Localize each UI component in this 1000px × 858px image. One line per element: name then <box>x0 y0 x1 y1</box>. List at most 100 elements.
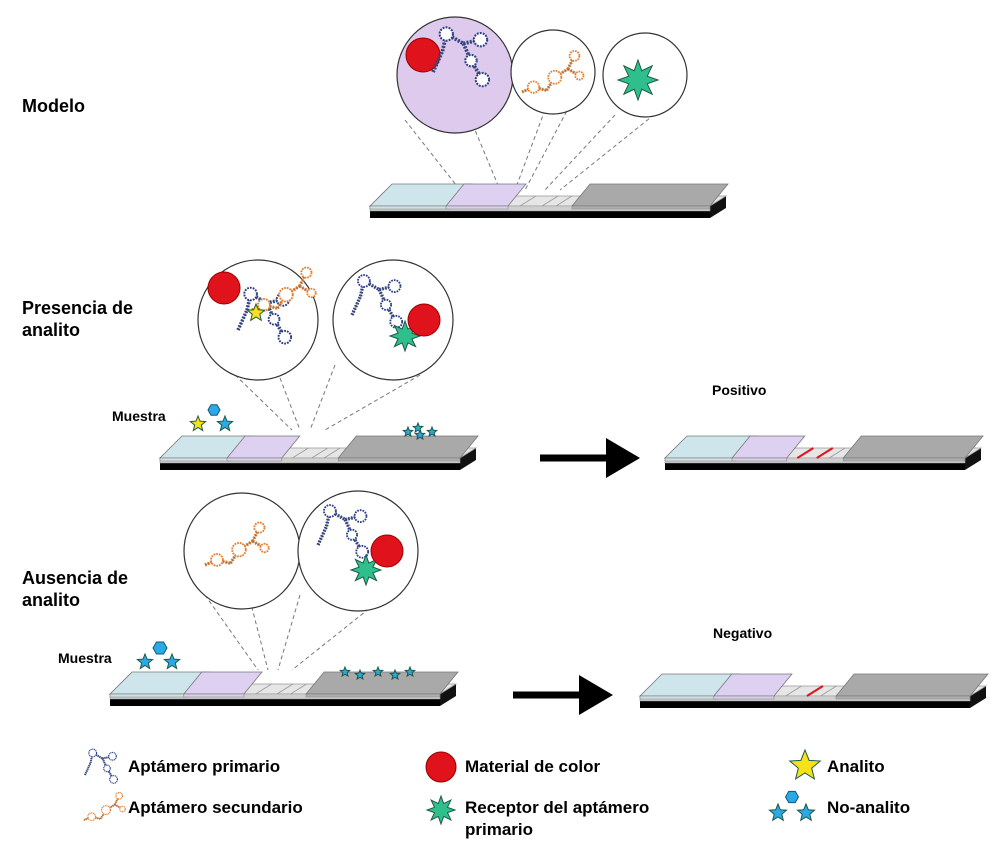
sample-pad-edge <box>369 205 451 210</box>
zoom-guide <box>524 104 571 191</box>
aptamer-loop <box>257 298 271 312</box>
absorbent-pad <box>305 671 459 695</box>
aptamer-backbone <box>84 762 91 776</box>
strip-backing-side <box>965 448 981 470</box>
aptamer-backbone <box>317 526 327 546</box>
aptamer-loop <box>278 286 294 303</box>
absorbed-non-analyte <box>338 665 352 678</box>
aptamer-backbone <box>351 296 361 316</box>
aptamer-loop <box>115 791 124 800</box>
aptamer-loop <box>100 805 112 816</box>
absorbent-pad-edge <box>571 205 711 210</box>
sample-pad-edge <box>159 457 231 462</box>
legend-primary-aptamer-icon <box>83 748 119 784</box>
aptamer-loop <box>474 71 491 88</box>
zoom-guide <box>229 369 293 431</box>
absorbed-non-analyte <box>371 665 385 678</box>
zoom-guide <box>309 364 336 431</box>
aptamer-backbone <box>237 309 248 331</box>
sample-non-analyte <box>163 652 181 670</box>
legend-label-receptor-line1: Receptor del aptámero <box>465 798 650 817</box>
absorbed-non-analyte <box>411 421 425 434</box>
aptamer-loop <box>547 69 563 85</box>
aptamer-loop <box>345 528 359 541</box>
legend-color-material-icon <box>425 751 457 783</box>
zoom-guide <box>277 594 301 671</box>
legend-non-analyte-icon <box>784 790 800 804</box>
zoom-guide <box>324 374 421 431</box>
aptamer-loop <box>568 50 581 62</box>
control-line <box>541 195 559 207</box>
aptamer-loop <box>526 80 541 94</box>
membrane-mark <box>555 195 573 207</box>
strip-backing-side <box>440 684 456 706</box>
aptamer-loop <box>379 298 393 311</box>
secondary-aptamer <box>251 266 317 312</box>
aptamer-loop <box>464 53 478 68</box>
absorbed-non-analyte <box>425 425 439 438</box>
sample-pad-edge <box>664 457 736 462</box>
legend-secondary-aptamer-icon <box>83 791 126 822</box>
sample-non-analyte <box>136 652 154 670</box>
color-material-particle <box>370 534 404 568</box>
sample-label-absence: Muestra <box>58 650 112 666</box>
aptamer-loop <box>438 26 454 42</box>
arrow-head <box>579 675 613 715</box>
receptor-star <box>616 58 660 102</box>
absorbed-non-analyte <box>401 425 415 438</box>
legend-label-non-analyte: No-analito <box>827 798 911 817</box>
legend-analyte-icon <box>788 748 822 781</box>
row-label-presence-line1: Presencia de <box>22 298 134 318</box>
membrane-mark <box>820 685 837 697</box>
zoom-guide <box>404 119 461 191</box>
aptamer-loop <box>355 544 370 559</box>
zoom-guide <box>249 599 269 671</box>
row-label-presence-line2: analito <box>22 320 81 340</box>
aptamer-loop <box>231 541 247 558</box>
aptamer-loop <box>253 521 266 534</box>
membrane-mark <box>290 683 307 695</box>
absorbent-pad-edge <box>835 695 971 700</box>
zoom-guide <box>204 594 259 671</box>
aptamer-loop <box>306 287 317 299</box>
absorbed-non-analyte <box>413 428 427 441</box>
zoom-circle-conjugate <box>396 16 514 134</box>
aptamer-loop <box>119 805 126 813</box>
receptor-star <box>349 553 383 587</box>
aptamer-loop <box>210 553 224 567</box>
test-line <box>796 447 814 459</box>
strip-backing-side <box>970 686 986 708</box>
absorbent-pad-edge <box>842 457 966 462</box>
row-label-model: Modelo <box>22 96 85 116</box>
absorbent-pad <box>571 183 729 207</box>
legend-receptor-icon <box>425 794 457 826</box>
strip-positive <box>663 435 984 470</box>
sample-analyte <box>189 414 207 432</box>
aptamer-loop <box>103 764 111 773</box>
aptamer-loop <box>267 312 281 326</box>
flow-arrow-absence <box>513 675 613 715</box>
arrow-head <box>606 438 640 478</box>
aptamer-loop <box>259 542 270 554</box>
sample-non-analyte <box>216 414 234 432</box>
aptamer-loop <box>109 774 119 784</box>
legend-label-secondary-aptamer: Aptámero secundario <box>128 798 303 817</box>
secondary-aptamer <box>521 50 585 94</box>
aptamer-loop <box>472 32 489 48</box>
strip-model <box>368 183 729 218</box>
result-label-negative: Negativo <box>713 625 773 641</box>
sample-non-analyte <box>152 641 168 655</box>
absorbed-non-analyte <box>353 668 367 681</box>
legend-label-receptor-line2: primario <box>465 820 534 839</box>
primary-aptamer <box>431 26 491 88</box>
absorbent-pad <box>337 435 479 459</box>
aptamer-loop <box>88 748 98 758</box>
membrane-mark <box>828 447 846 459</box>
aptamer-backbone <box>432 50 443 73</box>
zoom-guide <box>291 599 381 671</box>
strip-absence <box>108 671 459 706</box>
absorbent-pad <box>842 435 984 459</box>
strip-backing-side <box>460 448 476 470</box>
legend-label-color-material: Material de color <box>465 757 601 776</box>
